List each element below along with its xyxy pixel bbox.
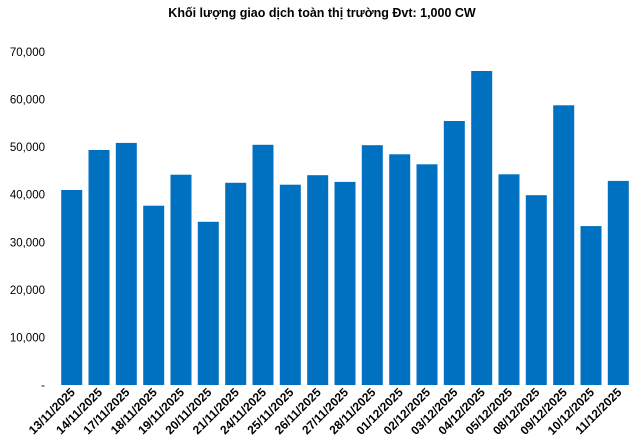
- bar: [525, 195, 547, 385]
- bar: [279, 184, 301, 385]
- bar: [498, 174, 520, 385]
- y-tick-label: 60,000: [10, 95, 45, 107]
- bar: [580, 226, 602, 385]
- bar: [143, 205, 165, 385]
- bar: [553, 105, 575, 386]
- y-tick-label: 50,000: [10, 142, 45, 154]
- bar: [334, 181, 356, 385]
- bar: [607, 180, 629, 385]
- bar: [443, 121, 465, 385]
- x-axis: 13/11/202514/11/202517/11/202518/11/2025…: [26, 385, 625, 438]
- bar: [197, 221, 219, 385]
- bar: [471, 71, 493, 385]
- bar: [416, 164, 438, 385]
- bar: [115, 142, 137, 385]
- y-tick-label: -: [41, 380, 45, 392]
- chart-title: Khối lượng giao dịch toàn thị trường Đvt…: [168, 6, 476, 20]
- bar: [88, 150, 110, 385]
- bar: [225, 182, 247, 385]
- bar-series: [61, 71, 629, 386]
- bar: [61, 190, 83, 385]
- bar: [389, 154, 411, 385]
- y-tick-label: 40,000: [10, 190, 45, 202]
- y-axis: - 10,000 20,000 30,000 40,000 50,000 60,000 70,…: [10, 47, 45, 392]
- bar: [361, 145, 383, 385]
- y-tick-label: 20,000: [10, 285, 45, 297]
- y-tick-label: 30,000: [10, 237, 45, 249]
- y-tick-label: 70,000: [10, 47, 45, 59]
- y-tick-label: 10,000: [10, 332, 45, 344]
- bar: [307, 175, 329, 385]
- bar: [170, 174, 192, 385]
- bar: [252, 144, 274, 385]
